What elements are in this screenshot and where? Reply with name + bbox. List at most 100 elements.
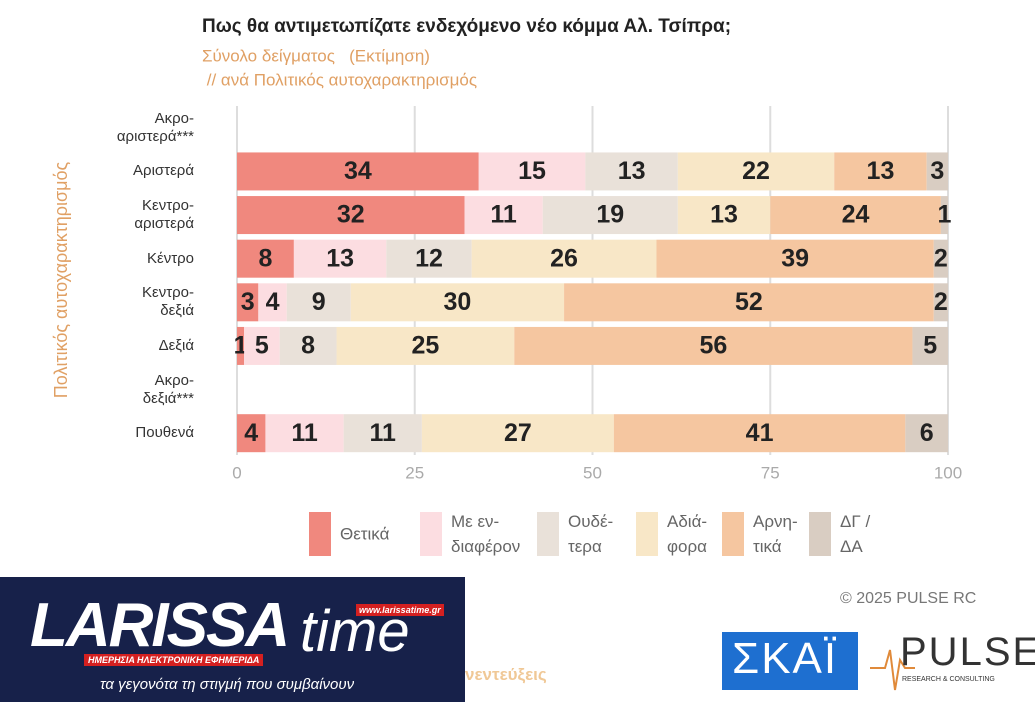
bar-segment [677, 152, 835, 191]
bar-segment [912, 326, 948, 365]
y-tick-label: Κεντρο- αριστερά [134, 197, 194, 233]
legend-label: ΔΓ / ΔΑ [840, 512, 871, 556]
bar-segment [244, 326, 280, 365]
bar-segment [940, 196, 948, 235]
y-tick-label: Αριστερά [133, 162, 194, 180]
data-label: 32 [337, 201, 365, 229]
bar-segment [542, 196, 678, 235]
y-tick-label: Κέντρο [147, 249, 194, 267]
data-label: 8 [301, 332, 315, 360]
data-label: 13 [867, 157, 895, 185]
bar-segment [386, 239, 472, 278]
pulse-logo-line [870, 649, 915, 691]
data-label: 41 [746, 419, 774, 447]
bar-segment [905, 414, 948, 453]
bar-segment [926, 152, 948, 191]
bar-segment [933, 283, 948, 322]
data-label: 11 [490, 201, 517, 229]
bar-segment [677, 196, 771, 235]
partial-text: νεντεύξεις [465, 665, 547, 684]
bar-segment [834, 152, 927, 191]
bar-segment [464, 196, 543, 235]
data-label: 3 [241, 288, 255, 316]
legend-label: Ουδέ- τερα [568, 512, 614, 556]
bar-segment [293, 239, 387, 278]
legend-label: Θετικά [340, 524, 390, 544]
bar-segment [336, 326, 515, 365]
data-label: 13 [710, 201, 738, 229]
data-label: 24 [842, 201, 870, 229]
data-label: 15 [518, 157, 546, 185]
data-label: 2 [934, 244, 948, 272]
logo-slogan: τα γεγονότα τη στιγμή που συμβαίνουν [100, 676, 355, 693]
bar-segment [770, 196, 941, 235]
x-tick-label: 75 [761, 463, 780, 482]
bar-segment [237, 283, 259, 322]
data-label: 26 [550, 244, 578, 272]
legend-label: Με εν- διαφέρον [451, 512, 521, 556]
data-label: 3 [930, 157, 944, 185]
subtitle: Σύνολο δείγματος (Εκτίμηση) [202, 46, 430, 65]
legend-swatch [809, 512, 831, 556]
logo-bg [0, 577, 465, 702]
data-label: 1 [937, 201, 951, 229]
logo-url: www.larissatime.gr [356, 604, 444, 616]
bar-segment [350, 283, 565, 322]
x-tick-label: 0 [232, 463, 241, 482]
bar-segment [258, 283, 287, 322]
data-label: 8 [258, 244, 272, 272]
legend-swatch [420, 512, 442, 556]
legend-label: Αδιά- φορα [667, 512, 708, 556]
legend-swatch [722, 512, 744, 556]
data-label: 13 [618, 157, 646, 185]
skai-logo-bg [722, 632, 858, 690]
data-label: 9 [312, 288, 326, 316]
y-tick-label: Ακρο- δεξιά*** [142, 371, 194, 407]
legend-swatch [537, 512, 559, 556]
skai-logo: ΣΚΑΪ [732, 634, 839, 683]
data-label: 6 [920, 419, 934, 447]
bar-segment [471, 239, 657, 278]
bar-segment [933, 239, 948, 278]
data-label: 52 [735, 288, 763, 316]
data-label: 2 [934, 288, 948, 316]
bar-segment [237, 326, 245, 365]
subtitle: // ανά Πολιτικός αυτοχαρακτηρισμός [202, 70, 477, 89]
data-label: 13 [326, 244, 354, 272]
data-label: 30 [444, 288, 472, 316]
x-tick-label: 50 [583, 463, 602, 482]
data-label: 5 [255, 332, 269, 360]
y-tick-label: Κεντρο- δεξιά [142, 284, 194, 320]
bar-segment [237, 152, 479, 191]
x-tick-label: 25 [405, 463, 424, 482]
data-label: 22 [742, 157, 770, 185]
copyright: © 2025 PULSE RC [840, 590, 977, 607]
bar-segment [421, 414, 614, 453]
data-label: 19 [596, 201, 624, 229]
y-tick-label: Δεξιά [158, 336, 194, 354]
data-label: 11 [291, 419, 318, 447]
bar-segment [237, 196, 465, 235]
legend-label: Αρνη- τικά [753, 512, 798, 556]
logo-name: LARISSA [30, 591, 290, 660]
bar-segment [478, 152, 586, 191]
y-axis-label: Πολιτικός αυτοχαρακτηρισμός [51, 161, 71, 398]
bar-segment [237, 414, 266, 453]
bar-segment [237, 239, 294, 278]
data-label: 12 [415, 244, 443, 272]
data-label: 4 [266, 288, 280, 316]
y-tick-label: Πουθενά [135, 424, 194, 442]
bar-segment [564, 283, 934, 322]
pulse-logo-sub: RESEARCH & CONSULTING [902, 676, 995, 683]
bar-segment [585, 152, 678, 191]
y-tick-label: Ακρο- αριστερά*** [116, 109, 194, 145]
pulse-logo: PULSE [900, 630, 1035, 674]
bar-segment [514, 326, 913, 365]
data-label: 4 [244, 419, 258, 447]
legend-swatch [636, 512, 658, 556]
logo-tag: ΗΜΕΡΗΣΙΑ ΗΛΕΚΤΡΟΝΙΚΗ ΕΦΗΜΕΡΙΔΑ [84, 654, 264, 666]
data-label: 39 [781, 244, 809, 272]
data-label: 1 [234, 332, 248, 360]
